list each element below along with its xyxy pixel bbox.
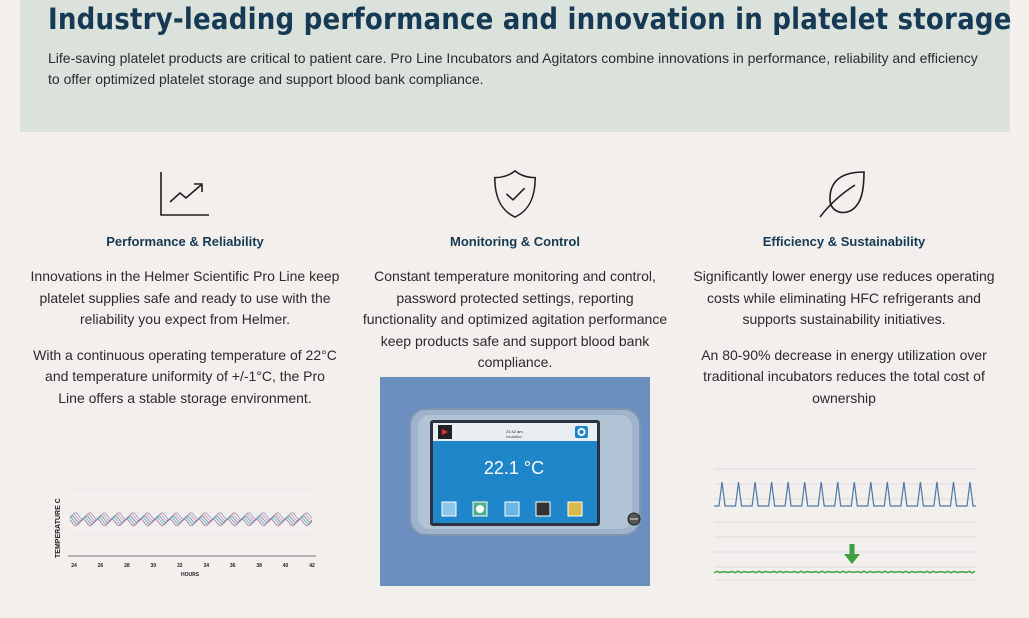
x-tick-label: 36 xyxy=(230,563,236,569)
x-tick-label: 30 xyxy=(151,563,157,569)
controller-time: 21:42 am xyxy=(506,429,523,434)
temperature-series-group xyxy=(69,512,313,527)
controller-temperature: 22.1 °C xyxy=(484,458,544,478)
feature-performance: Performance & Reliability Innovations in… xyxy=(30,168,340,409)
y-axis-label: TEMPERATURE C xyxy=(55,498,62,558)
feature-text: Significantly lower energy use reduces o… xyxy=(693,268,995,327)
trend-chart-icon xyxy=(160,172,209,216)
feature-monitoring: Monitoring & Control Constant temperatur… xyxy=(360,168,670,374)
x-tick-label: 26 xyxy=(98,563,104,569)
temperature-series-line xyxy=(69,515,313,524)
x-tick-label: 34 xyxy=(203,563,209,569)
shield-check-icon xyxy=(494,169,536,218)
controller-status: Incubation xyxy=(506,435,522,439)
temperature-series-line xyxy=(69,518,313,527)
leaf-icon xyxy=(819,171,865,218)
x-tick-label: 28 xyxy=(124,563,130,569)
x-tick-label: 24 xyxy=(71,563,77,569)
hero-banner: Industry-leading performance and innovat… xyxy=(20,0,1012,132)
energy-chart xyxy=(713,468,976,581)
x-tick-label: 40 xyxy=(283,563,289,569)
feature-title: Performance & Reliability xyxy=(106,234,264,249)
x-axis-label: HOURS xyxy=(181,572,200,578)
x-tick-labels: 24 26 28 30 32 34 36 38 40 42 xyxy=(71,563,315,569)
energy-peaks-line xyxy=(714,481,976,507)
feature-title: Monitoring & Control xyxy=(450,234,580,249)
controller-illustration: 21:42 am Incubation 22.1 °C xyxy=(380,377,650,586)
feature-efficiency: Efficiency & Sustainability Significantl… xyxy=(689,168,999,409)
down-arrow-icon xyxy=(844,544,860,564)
x-tick-label: 42 xyxy=(309,563,315,569)
feature-text: Constant temperature monitoring and cont… xyxy=(362,268,668,370)
feature-text-secondary: With a continuous operating temperature … xyxy=(33,346,337,406)
x-tick-label: 38 xyxy=(256,563,262,569)
controller-photo: 21:42 am Incubation 22.1 °C xyxy=(380,377,650,586)
feature-text-secondary: An 80-90% decrease in energy utilization… xyxy=(701,346,987,406)
energy-baseline-line xyxy=(713,570,976,574)
hero-description: Life-saving platelet products are critic… xyxy=(48,50,978,87)
x-tick-label: 32 xyxy=(177,563,183,569)
temperature-chart: TEMPERATURE C 24 26 28 30 32 34 36 38 40 42 HOURS xyxy=(55,489,316,578)
page-title: Industry-leading performance and innovat… xyxy=(48,2,1012,36)
feature-title: Efficiency & Sustainability xyxy=(762,234,926,249)
feature-text: Innovations in the Helmer Scientific Pro… xyxy=(30,268,340,327)
